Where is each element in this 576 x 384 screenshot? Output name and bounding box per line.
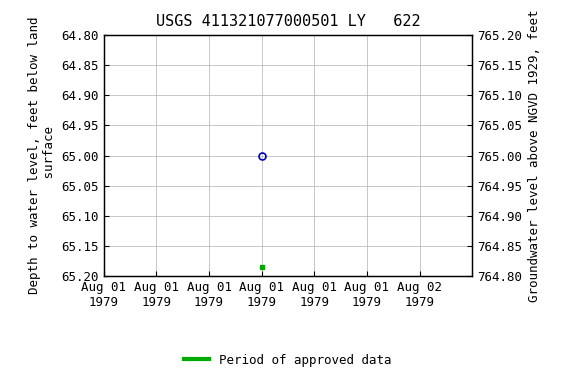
Y-axis label: Depth to water level, feet below land
 surface: Depth to water level, feet below land su…: [28, 17, 56, 294]
Legend: Period of approved data: Period of approved data: [179, 349, 397, 372]
Y-axis label: Groundwater level above NGVD 1929, feet: Groundwater level above NGVD 1929, feet: [528, 9, 541, 302]
Title: USGS 411321077000501 LY   622: USGS 411321077000501 LY 622: [156, 14, 420, 29]
